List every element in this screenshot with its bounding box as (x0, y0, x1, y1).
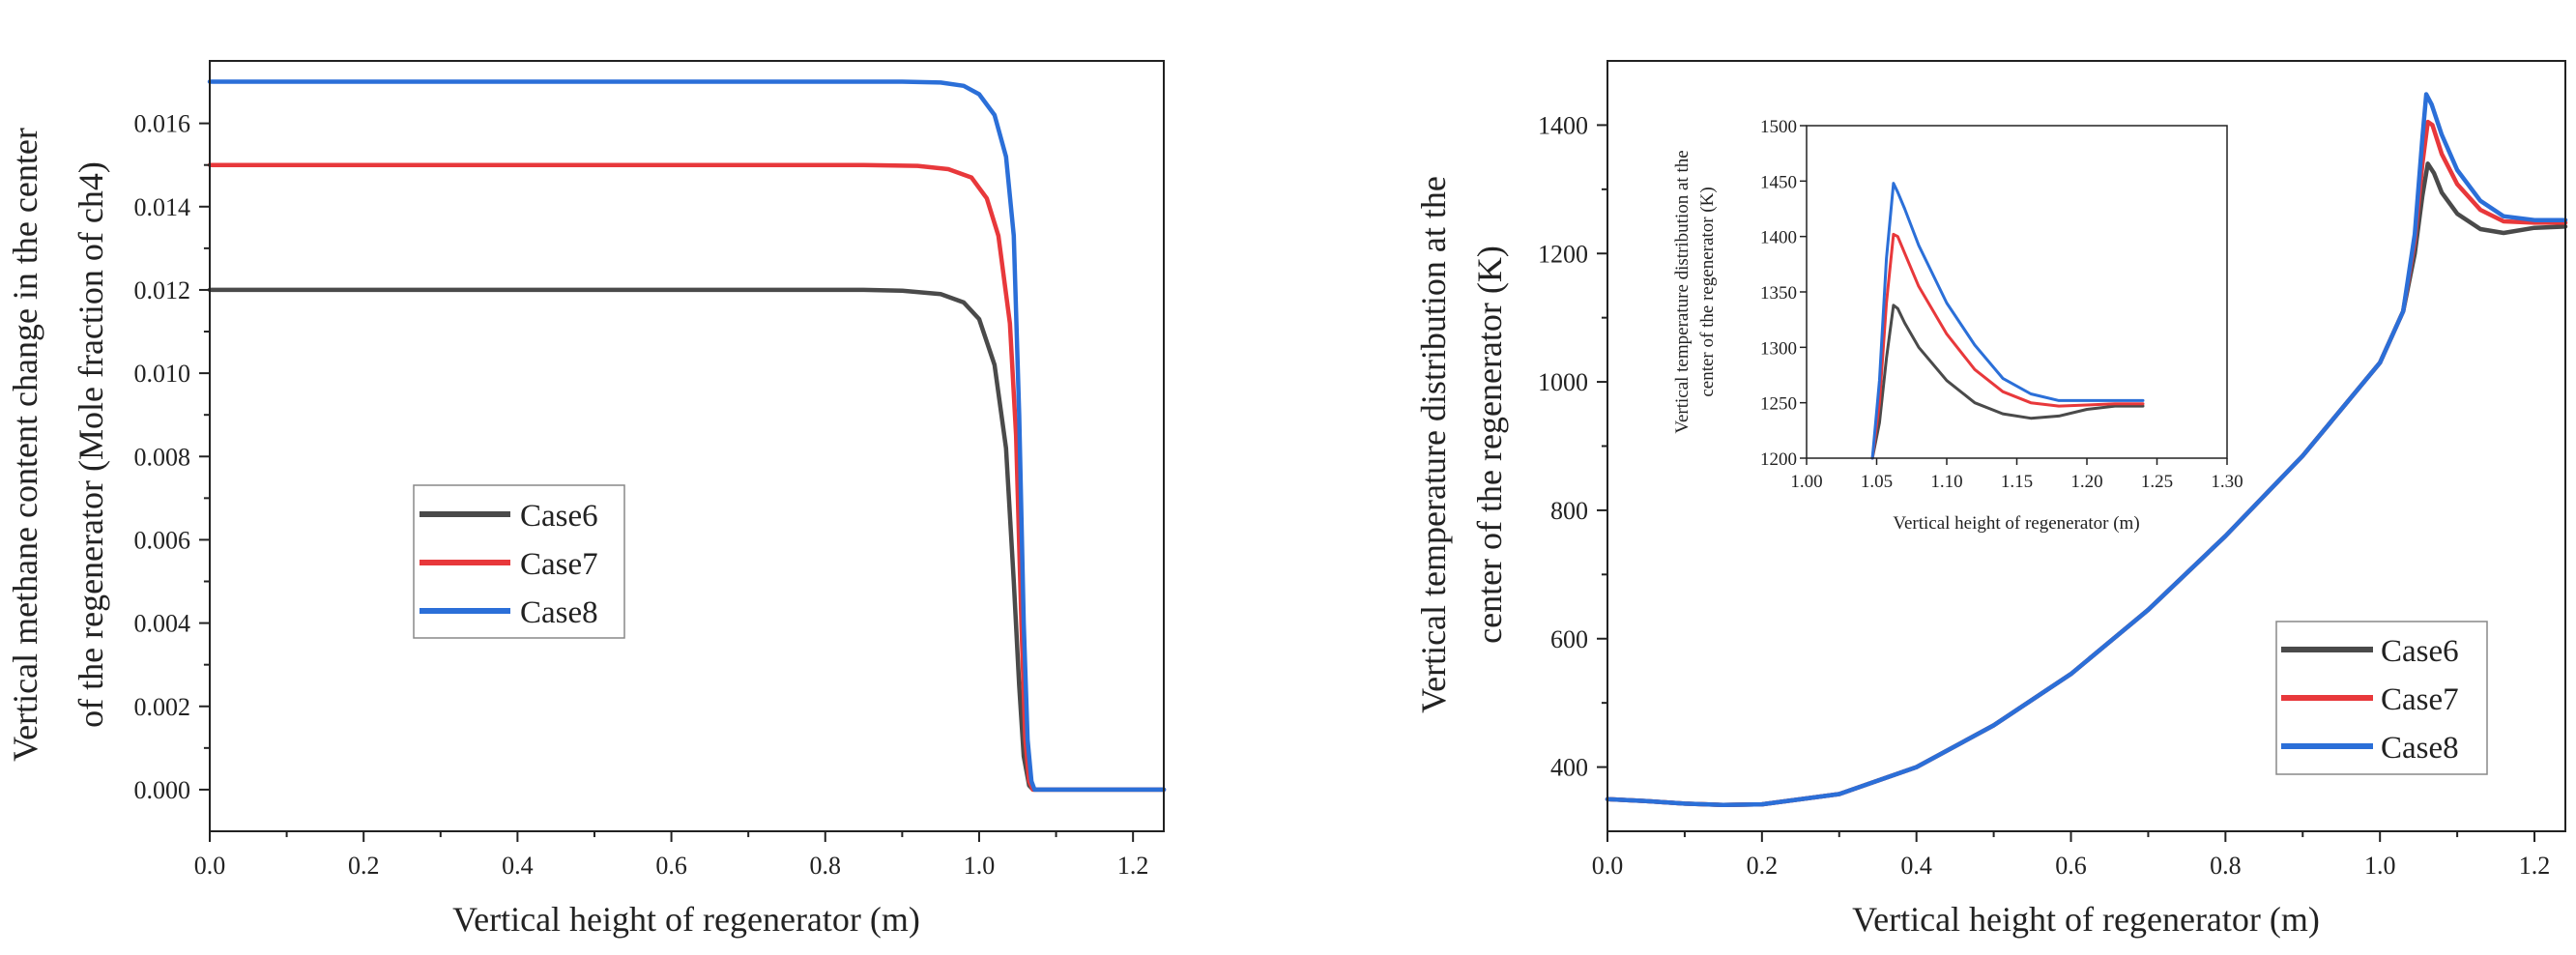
left-chart: 0.0 0.2 0.4 0.6 0.8 1.0 1.2 0.000 0.002 0.004 0.00… (6, 60, 1167, 939)
left-x-tick-label: 1.2 (1117, 852, 1149, 880)
inset-y-tick-label: 1400 (1760, 228, 1797, 248)
inset-y-tick-label: 1500 (1760, 117, 1797, 137)
inset-chart: 1.00 1.05 1.10 1.15 1.20 1.25 1.30 1200 1250 1300… (1672, 117, 2243, 534)
left-y-axis-title: Vertical methane content change in the c… (6, 128, 110, 762)
left-y-axis-title-line-1: Vertical methane content change in the c… (6, 128, 44, 762)
left-x-tick-label: 0.4 (502, 852, 534, 880)
left-x-tick-label: 0.8 (810, 852, 842, 880)
left-x-tick-label: 0.0 (194, 852, 226, 880)
left-x-axis-title: Vertical height of regenerator (m) (452, 900, 920, 939)
left-line-case8 (207, 79, 1167, 793)
inset-y-axis-title-line-2: center of the regenerator (K) (1697, 187, 1718, 396)
inset-x-tick-label: 1.20 (2070, 472, 2102, 492)
right-legend-label-case8: Case8 (2381, 731, 2459, 766)
right-x-tick-label: 1.0 (2364, 852, 2396, 880)
right-x-tick-label: 0.6 (2055, 852, 2087, 880)
inset-series-lines (1870, 182, 2145, 460)
inset-y-tick-label: 1200 (1760, 449, 1797, 470)
right-y-tick-label: 1200 (1538, 240, 1588, 268)
right-x-axis-title: Vertical height of regenerator (m) (1852, 900, 2320, 939)
inset-y-tick-label: 1250 (1760, 394, 1797, 415)
inset-axis-ticks: 1.00 1.05 1.10 1.15 1.20 1.25 1.30 1200 1250 1300… (1760, 117, 2243, 492)
left-y-tick-label: 0.010 (134, 360, 191, 388)
left-line-case7 (207, 162, 1167, 793)
inset-y-tick-label: 1350 (1760, 283, 1797, 304)
left-axis-ticks: 0.0 0.2 0.4 0.6 0.8 1.0 1.2 0.000 0.002 0.004 0.00… (134, 110, 1149, 880)
left-series-lines (207, 79, 1167, 793)
right-y-tick-label: 1000 (1538, 368, 1588, 396)
left-y-tick-label: 0.014 (134, 193, 191, 221)
right-y-tick-label: 1400 (1538, 111, 1588, 139)
left-legend-label-case6: Case6 (520, 499, 598, 534)
left-y-tick-label: 0.008 (134, 443, 191, 471)
right-y-tick-label: 800 (1550, 497, 1588, 525)
right-legend-label-case6: Case6 (2381, 634, 2459, 669)
left-plot-frame (209, 60, 1165, 832)
right-line-case8 (1605, 92, 2568, 808)
left-x-tick-label: 0.6 (655, 852, 687, 880)
right-y-axis-title-line-2: center of the regenerator (K) (1470, 246, 1509, 644)
left-y-axis-title-line-2: of the regenerator (Mole fraction of ch4… (72, 161, 110, 728)
inset-line-case7 (1870, 232, 2145, 460)
inset-x-tick-label: 1.30 (2211, 472, 2243, 492)
right-series-lines (1605, 92, 2568, 808)
left-y-tick-label: 0.004 (134, 610, 191, 638)
inset-line-case6 (1870, 304, 2145, 460)
left-y-tick-label: 0.006 (134, 526, 191, 554)
left-y-tick-label: 0.016 (134, 110, 191, 138)
right-chart: 0.0 0.2 0.4 0.6 0.8 1.0 1.2 400 600 800 1000 1200 14… (1414, 60, 2568, 939)
right-x-tick-label: 0.8 (2210, 852, 2242, 880)
inset-y-axis-title-line-1: Vertical temperature distribution at the (1672, 150, 1693, 433)
left-legend: Case6 Case7 Case8 (413, 484, 625, 639)
inset-plot-frame (1806, 125, 2228, 459)
left-y-tick-label: 0.002 (134, 693, 191, 721)
right-x-tick-label: 0.0 (1592, 852, 1624, 880)
right-y-tick-label: 400 (1550, 754, 1588, 782)
inset-x-tick-label: 1.15 (2001, 472, 2033, 492)
inset-line-case8 (1870, 182, 2145, 460)
inset-x-tick-label: 1.25 (2141, 472, 2173, 492)
right-y-axis-title-line-1: Vertical temperature distribution at the (1414, 176, 1453, 713)
inset-y-axis-title: Vertical temperature distribution at the… (1672, 150, 1718, 433)
right-x-tick-label: 0.2 (1747, 852, 1779, 880)
right-x-tick-label: 1.2 (2519, 852, 2551, 880)
left-x-tick-label: 1.0 (964, 852, 996, 880)
right-axis-ticks: 0.0 0.2 0.4 0.6 0.8 1.0 1.2 400 600 800 1000 1200 14… (1538, 111, 2550, 880)
right-x-tick-label: 0.4 (1900, 852, 1932, 880)
left-legend-label-case8: Case8 (520, 595, 598, 630)
right-legend-label-case7: Case7 (2381, 682, 2459, 717)
inset-x-tick-label: 1.00 (1790, 472, 1822, 492)
inset-x-tick-label: 1.05 (1861, 472, 1893, 492)
left-legend-label-case7: Case7 (520, 547, 598, 582)
left-x-tick-label: 0.2 (348, 852, 380, 880)
right-y-axis-title: Vertical temperature distribution at the… (1414, 176, 1509, 713)
right-y-tick-label: 600 (1550, 625, 1588, 653)
inset-x-tick-label: 1.10 (1930, 472, 1962, 492)
left-y-tick-label: 0.000 (134, 776, 191, 804)
inset-y-tick-label: 1450 (1760, 172, 1797, 192)
right-legend: Case6 Case7 Case8 (2275, 621, 2488, 775)
inset-y-tick-label: 1300 (1760, 338, 1797, 359)
left-y-tick-label: 0.012 (134, 276, 191, 304)
inset-x-axis-title: Vertical height of regenerator (m) (1893, 513, 2139, 534)
